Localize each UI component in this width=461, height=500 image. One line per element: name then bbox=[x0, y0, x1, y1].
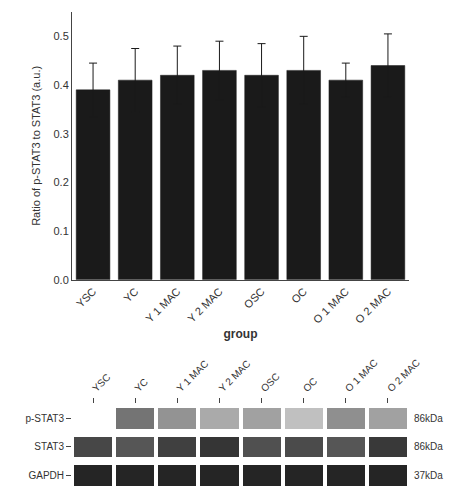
svg-text:0.0: 0.0 bbox=[54, 274, 69, 286]
svg-text:group: group bbox=[224, 327, 258, 341]
svg-text:Y 2 MAC: Y 2 MAC bbox=[185, 285, 225, 325]
svg-text:Y 1 MAC: Y 1 MAC bbox=[143, 285, 183, 325]
svg-text:O 1 MAC: O 1 MAC bbox=[311, 285, 352, 326]
svg-text:GAPDH: GAPDH bbox=[28, 470, 64, 481]
svg-text:O 1 MAC: O 1 MAC bbox=[343, 357, 380, 394]
svg-text:Y 2 MAC: Y 2 MAC bbox=[217, 358, 253, 394]
svg-text:OC: OC bbox=[301, 376, 319, 394]
svg-text:0.1: 0.1 bbox=[54, 225, 69, 237]
svg-text:OSC: OSC bbox=[242, 285, 267, 310]
svg-text:O 2 MAC: O 2 MAC bbox=[385, 357, 422, 394]
svg-text:0.2: 0.2 bbox=[54, 176, 69, 188]
svg-text:YSC: YSC bbox=[74, 285, 99, 310]
svg-text:37kDa: 37kDa bbox=[414, 470, 443, 481]
svg-text:OC: OC bbox=[289, 285, 309, 305]
svg-text:O 2 MAC: O 2 MAC bbox=[353, 285, 394, 326]
svg-text:0.4: 0.4 bbox=[54, 79, 69, 91]
svg-text:p-STAT3: p-STAT3 bbox=[25, 413, 64, 424]
svg-text:Y 1 MAC: Y 1 MAC bbox=[174, 358, 210, 394]
svg-text:YSC: YSC bbox=[90, 372, 112, 394]
svg-text:86kDa: 86kDa bbox=[414, 441, 443, 452]
svg-text:0.3: 0.3 bbox=[54, 128, 69, 140]
svg-text:YC: YC bbox=[132, 376, 150, 394]
svg-text:Ratio of p-STAT3 to STAT3 (a.u: Ratio of p-STAT3 to STAT3 (a.u.) bbox=[30, 66, 42, 226]
svg-text:0.5: 0.5 bbox=[54, 30, 69, 42]
svg-text:STAT3: STAT3 bbox=[34, 441, 64, 452]
svg-text:YC: YC bbox=[121, 285, 140, 304]
svg-text:86kDa: 86kDa bbox=[414, 413, 443, 424]
svg-text:OSC: OSC bbox=[259, 371, 282, 394]
